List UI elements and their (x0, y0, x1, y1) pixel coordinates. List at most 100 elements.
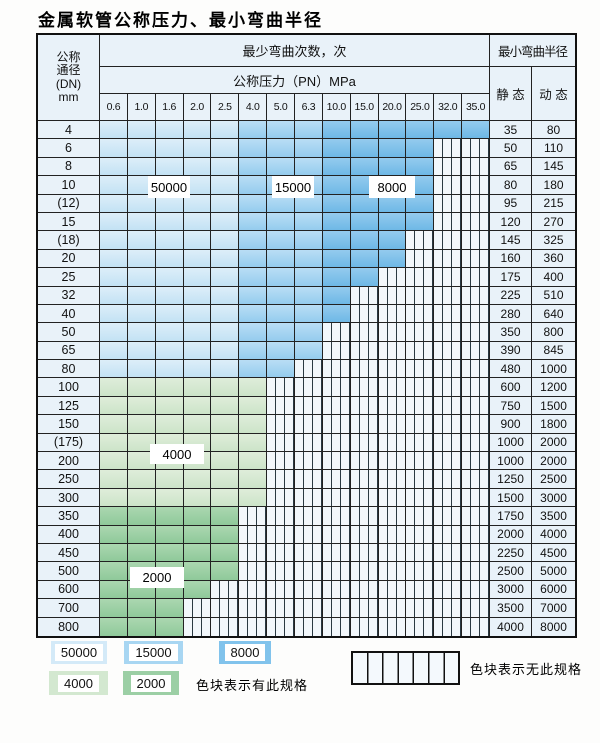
no-spec-cell (462, 415, 491, 434)
no-spec-cell (378, 360, 407, 379)
spec-cell-c8k (350, 157, 379, 177)
dynamic-radius-cell: 2000 (532, 433, 576, 453)
no-spec-cell (322, 341, 351, 361)
dynamic-radius-cell: 180 (532, 176, 576, 195)
dn-cell: 25 (38, 268, 100, 287)
no-spec-cell (322, 452, 351, 471)
dn-cell: 250 (38, 470, 100, 489)
static-radius-cell: 3500 (490, 599, 533, 618)
no-spec-cell (350, 433, 379, 453)
no-spec-cell (322, 323, 351, 342)
spec-cell-c15k (295, 304, 323, 324)
no-spec-cell (434, 268, 463, 287)
no-spec-cell (462, 543, 491, 563)
pressure-col-header: 4.0 (239, 94, 268, 121)
no-spec-cell (295, 415, 323, 434)
table-header: 公称 通径 (DN) mm 最少弯曲次数，次 公称压力（PN）MPa 0.6 1.… (38, 35, 575, 121)
no-spec-cell (462, 525, 491, 544)
no-spec-cell (434, 617, 463, 636)
no-spec-cell (406, 231, 435, 250)
spec-cell-c50k (127, 341, 156, 361)
no-spec-cell (378, 599, 407, 618)
spec-cell-c8k (434, 121, 463, 140)
dn-cell: 500 (38, 562, 100, 581)
spec-cell-c50k (100, 304, 128, 324)
no-spec-cell (378, 525, 407, 544)
no-spec-cell (295, 488, 323, 508)
pressure-col-header: 10.0 (322, 94, 351, 121)
no-spec-cell (350, 470, 379, 489)
no-spec-cell (350, 286, 379, 305)
spec-cell-c8k (406, 121, 435, 140)
spec-cell-g4k (211, 433, 240, 453)
spec-cell-g4k (239, 378, 268, 397)
spec-cell-c50k (155, 249, 184, 269)
spec-cell-c8k (350, 121, 379, 140)
no-spec-cell (322, 525, 351, 544)
dynamic-radius-cell: 360 (532, 249, 576, 269)
spec-cell-c50k (100, 121, 128, 140)
spec-cell-c50k (183, 139, 212, 158)
spec-cell-g2k (211, 525, 240, 544)
no-spec-cell (462, 341, 491, 361)
spec-cell-c50k (211, 121, 240, 140)
dynamic-radius-cell: 510 (532, 286, 576, 305)
spec-cell-c50k (211, 139, 240, 158)
static-dynamic-row: 静 态 动 态 (490, 67, 575, 121)
no-spec-cell (267, 599, 296, 618)
no-spec-cell (350, 360, 379, 379)
spec-cell-g2k (127, 543, 156, 563)
no-spec-cell (350, 378, 379, 397)
table-row-dn-450: 450 2250 4500 (38, 543, 576, 563)
spec-cell-c50k (183, 231, 212, 250)
dynamic-radius-cell: 8000 (532, 617, 576, 636)
spec-cell-c15k (239, 176, 268, 195)
no-spec-cell (350, 562, 379, 581)
spec-cell-c15k (239, 304, 268, 324)
cycle-count-label-2000: 2000 (130, 567, 184, 588)
no-spec-cell (434, 488, 463, 508)
no-spec-cell (295, 378, 323, 397)
no-spec-cell (462, 580, 491, 600)
spec-cell-c50k (155, 304, 184, 324)
cycle-count-label-8000: 8000 (369, 176, 415, 198)
spec-cell-c15k (267, 194, 296, 213)
no-spec-cell (239, 580, 268, 600)
spec-cell-c50k (127, 286, 156, 305)
no-spec-cell (434, 139, 463, 158)
legend-swatch-8000: 8000 (219, 641, 271, 664)
spec-cell-c8k (378, 194, 407, 213)
pressure-col-header: 32.0 (434, 94, 463, 121)
no-spec-cell (406, 304, 435, 324)
dn-cell: 700 (38, 599, 100, 618)
pressure-col-header: 5.0 (267, 94, 296, 121)
spec-cell-c50k (211, 341, 240, 361)
dynamic-radius-cell: 145 (532, 157, 576, 177)
pressure-value-row: 0.6 1.0 1.6 2.0 2.5 4.0 5.0 6.3 10.0 15.0 20.0 25.0… (100, 94, 491, 121)
no-spec-cell (267, 396, 296, 416)
no-spec-cell (406, 323, 435, 342)
no-spec-cell (406, 488, 435, 508)
no-spec-cell (406, 599, 435, 618)
spec-cell-c50k (127, 268, 156, 287)
no-spec-cell (322, 617, 351, 636)
page-title: 金属软管公称压力、最小弯曲半径 (38, 11, 323, 31)
table-row-dn-150: 150 900 1800 (38, 415, 576, 434)
legend-swatch-label: 4000 (58, 674, 99, 692)
static-radius-cell: 390 (490, 341, 533, 361)
dynamic-radius-cell: 800 (532, 323, 576, 342)
no-spec-cell (406, 360, 435, 379)
spec-cell-c15k (239, 268, 268, 287)
dn-cell: 15 (38, 212, 100, 232)
no-spec-cell (295, 543, 323, 563)
spec-cell-c8k (378, 139, 407, 158)
no-spec-cell (406, 268, 435, 287)
spec-cell-c50k (155, 268, 184, 287)
spec-cell-c50k (155, 231, 184, 250)
no-spec-cell (378, 562, 407, 581)
spec-cell-g4k (100, 488, 128, 508)
no-spec-cell (462, 212, 491, 232)
no-spec-cell (378, 470, 407, 489)
no-spec-cell (350, 580, 379, 600)
no-spec-cell (295, 452, 323, 471)
